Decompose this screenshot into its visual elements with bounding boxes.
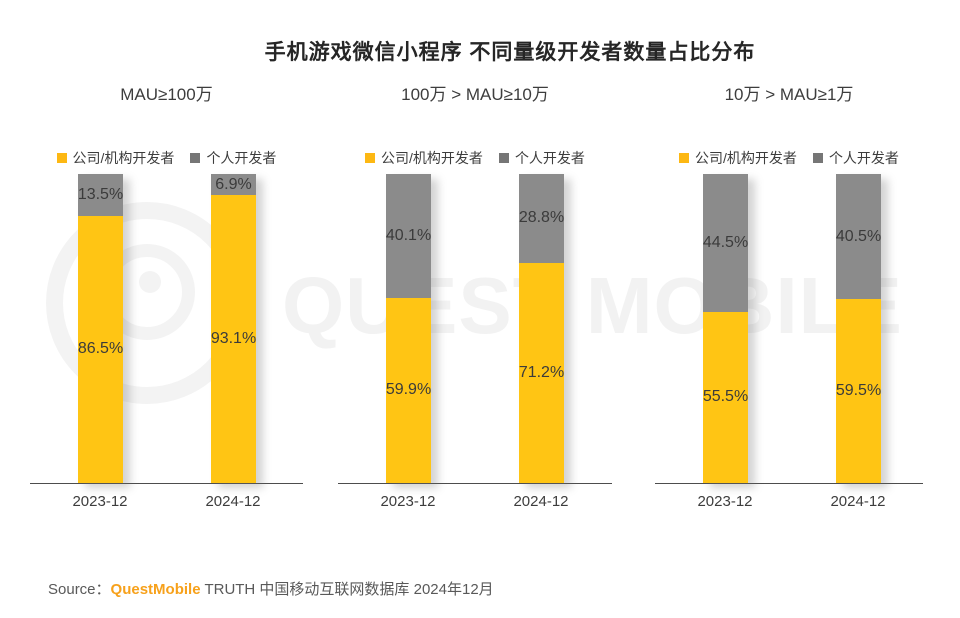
legend-label-individual: 个人开发者 — [514, 150, 585, 166]
segment-individual: 40.5% — [835, 174, 882, 300]
source-suffix: TRUTH 中国移动互联网数据库 2024年12月 — [200, 581, 494, 598]
individual-swatch-icon — [190, 153, 201, 163]
legend-item-company: 公司/机构开发者 — [365, 148, 483, 168]
stacked-bar-2024-12: 40.5% 59.5% — [836, 174, 881, 483]
segment-company: 86.5% — [77, 215, 124, 483]
legend: 公司/机构开发者 个人开发者 — [30, 148, 303, 168]
segment-value-label: 6.9% — [215, 175, 252, 193]
segment-value-label: 86.5% — [77, 340, 124, 358]
segment-value-label: 44.5% — [702, 233, 749, 251]
plot-area: 44.5% 55.5% 40.5% 59.5% 2023-12 2024-12 — [655, 174, 923, 510]
segment-value-label: 13.5% — [77, 185, 124, 203]
segment-company: 55.5% — [702, 311, 749, 483]
panel-title: 100万 > MAU≥10万 — [401, 85, 549, 104]
stacked-bar-2024-12: 28.8% 71.2% — [519, 174, 564, 483]
x-axis-label: 2024-12 — [513, 493, 569, 510]
company-swatch-icon — [365, 153, 376, 163]
legend-label-company: 公司/机构开发者 — [695, 150, 797, 166]
segment-value-label: 59.9% — [385, 381, 432, 399]
panel-mau-100k-1m: 100万 > MAU≥10万 公司/机构开发者 个人开发者 40.1% 59.9… — [338, 78, 612, 518]
segment-company: 71.2% — [518, 262, 565, 483]
legend-label-company: 公司/机构开发者 — [381, 150, 483, 166]
legend-item-company: 公司/机构开发者 — [679, 148, 797, 168]
segment-value-label: 71.2% — [518, 363, 565, 381]
plot-area: 40.1% 59.9% 28.8% 71.2% 2023-12 2024-12 — [338, 174, 612, 510]
legend-label-individual: 个人开发者 — [206, 150, 277, 166]
panel-title: MAU≥100万 — [120, 85, 213, 104]
segment-company: 59.5% — [836, 299, 881, 483]
segment-individual: 6.9% — [211, 174, 256, 196]
x-axis-label: 2023-12 — [380, 493, 436, 510]
segment-value-label: 55.5% — [702, 388, 749, 406]
stacked-bar-2023-12: 44.5% 55.5% — [703, 174, 748, 483]
segment-value-label: 59.5% — [835, 382, 882, 400]
stacked-bar-2024-12: 6.9% 93.1% — [211, 174, 256, 483]
segment-value-label: 40.1% — [385, 226, 432, 244]
segment-value-label: 93.1% — [210, 330, 257, 348]
segment-company: 93.1% — [211, 195, 256, 483]
legend: 公司/机构开发者 个人开发者 — [338, 148, 612, 168]
individual-swatch-icon — [498, 153, 509, 163]
segment-individual: 13.5% — [78, 174, 123, 216]
panel-title: 10万 > MAU≥1万 — [724, 85, 854, 104]
x-axis-label: 2024-12 — [830, 493, 886, 510]
panel-mau-10k-100k: 10万 > MAU≥1万 公司/机构开发者 个人开发者 44.5% 55.5% — [655, 78, 923, 518]
segment-company: 59.9% — [385, 297, 432, 483]
company-swatch-icon — [56, 153, 67, 163]
individual-swatch-icon — [812, 153, 823, 163]
panel-mau-gte-1m: MAU≥100万 公司/机构开发者 个人开发者 13.5% 86.5% — [30, 78, 303, 518]
source-prefix: Source： — [48, 581, 111, 598]
segment-value-label: 40.5% — [835, 227, 882, 245]
legend-item-individual: 个人开发者 — [812, 148, 899, 168]
company-swatch-icon — [679, 153, 690, 163]
x-axis-label: 2023-12 — [72, 493, 128, 510]
legend-label-company: 公司/机构开发者 — [72, 150, 175, 166]
source-note: Source：QuestMobile TRUTH 中国移动互联网数据库 2024… — [48, 578, 494, 599]
segment-individual: 44.5% — [703, 174, 748, 312]
stacked-bar-2023-12: 40.1% 59.9% — [386, 174, 431, 483]
legend-item-individual: 个人开发者 — [190, 148, 276, 168]
segment-individual: 28.8% — [519, 174, 564, 263]
chart-title: 手机游戏微信小程序 不同量级开发者数量占比分布 — [264, 41, 756, 64]
stacked-bar-2023-12: 13.5% 86.5% — [78, 174, 123, 483]
legend: 公司/机构开发者 个人开发者 — [655, 148, 923, 168]
source-brand: QuestMobile — [110, 581, 201, 598]
x-axis-label: 2024-12 — [205, 493, 261, 510]
legend-item-company: 公司/机构开发者 — [56, 148, 175, 168]
x-axis-label: 2023-12 — [697, 493, 753, 510]
legend-label-individual: 个人开发者 — [828, 150, 899, 166]
segment-individual: 40.1% — [386, 174, 431, 298]
segment-value-label: 28.8% — [518, 209, 565, 227]
plot-area: 13.5% 86.5% 6.9% 93.1% 2023-12 2024-12 — [30, 174, 303, 510]
legend-item-individual: 个人开发者 — [498, 148, 585, 168]
